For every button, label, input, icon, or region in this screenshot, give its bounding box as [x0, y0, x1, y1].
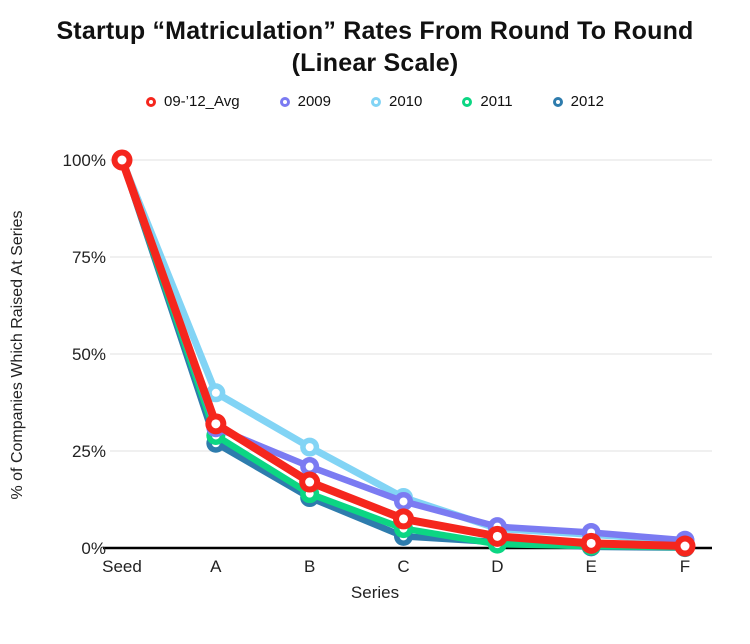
y-axis-title: % of Companies Which Raised At Series: [9, 210, 26, 500]
legend-ring-icon: [462, 96, 473, 107]
data-point-hole-2010-A: [211, 388, 220, 397]
legend-label: 09-’12_Avg: [163, 93, 240, 110]
x-tick-label-E: E: [585, 557, 596, 576]
x-tick-label-A: A: [210, 557, 222, 576]
legend-ring-icon: [552, 96, 563, 107]
x-tick-label-F: F: [680, 557, 690, 576]
legend-ring-icon: [145, 96, 156, 107]
legend-ring-icon: [370, 96, 381, 107]
chart-subtitle: (Linear Scale): [291, 48, 459, 77]
y-tick-label-75%: 75%: [72, 248, 106, 267]
data-point-hole-09-’12_Avg-D: [492, 531, 502, 541]
x-tick-label-Seed: Seed: [102, 557, 142, 576]
x-tick-label-C: C: [397, 557, 409, 576]
legend-item-2012: 2012: [552, 93, 604, 110]
data-point-hole-2010-B: [305, 443, 314, 452]
x-tick-label-D: D: [491, 557, 503, 576]
data-point-hole-09-’12_Avg-Seed: [117, 155, 127, 165]
data-point-hole-09-’12_Avg-E: [586, 538, 596, 548]
legend-item-2009: 2009: [279, 93, 331, 110]
legend-label: 2012: [570, 93, 604, 110]
legend-label: 2009: [297, 93, 331, 110]
x-axis-title: Series: [350, 583, 400, 602]
series-line-2010: [118, 156, 689, 545]
y-tick-label-100%: 100%: [63, 151, 106, 170]
chart-title: Startup “Matriculation” Rates From Round…: [56, 17, 694, 45]
chart-legend: 09-’12_Avg 2009 2010 2011 2012: [0, 93, 750, 110]
data-point-hole-09-’12_Avg-C: [399, 514, 408, 524]
legend-item-2011: 2011: [462, 93, 513, 110]
data-point-hole-09-’12_Avg-A: [211, 419, 221, 429]
data-point-hole-2009-C: [399, 497, 408, 506]
legend-label: 2011: [480, 93, 513, 110]
y-tick-label-0%: 0%: [81, 539, 106, 558]
legend-item-09-’12_Avg: 09-’12_Avg: [145, 93, 240, 110]
data-point-hole-09-’12_Avg-F: [680, 541, 690, 551]
x-tick-label-B: B: [304, 557, 315, 576]
legend-ring-icon: [279, 96, 290, 107]
data-point-hole-2009-B: [305, 462, 314, 471]
y-tick-label-50%: 50%: [72, 345, 106, 364]
legend-label: 2010: [388, 93, 423, 110]
data-point-hole-09-’12_Avg-B: [305, 477, 315, 487]
legend-item-2010: 2010: [370, 93, 423, 110]
chart-title-block: Startup “Matriculation” Rates From Round…: [0, 16, 750, 79]
y-tick-label-25%: 25%: [72, 442, 106, 461]
series-line-2009: [118, 156, 689, 544]
